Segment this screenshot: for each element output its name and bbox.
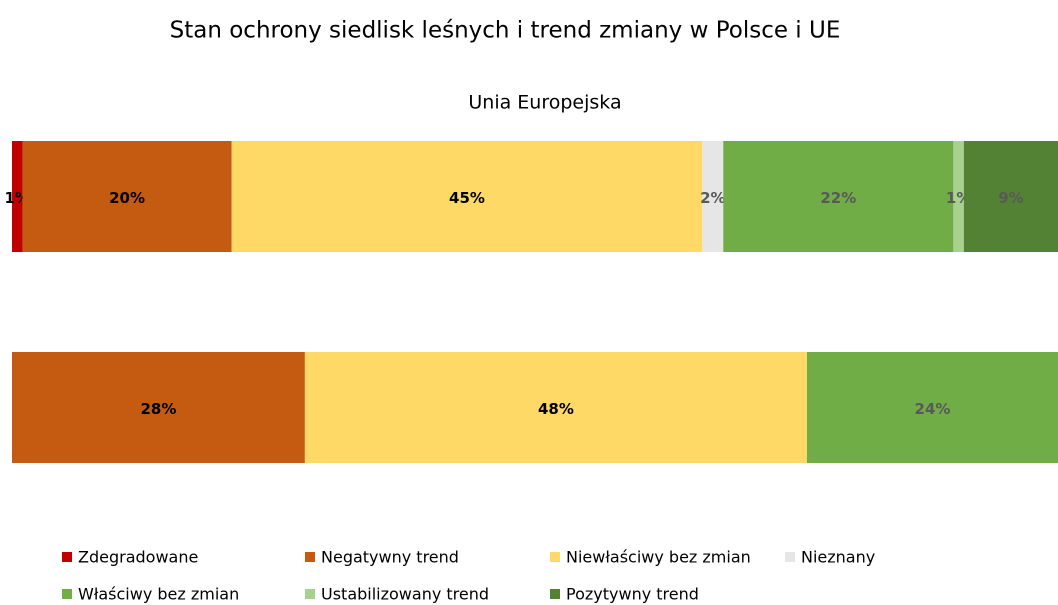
legend-label: Nieznany (801, 548, 875, 567)
bar-segment (22, 141, 232, 252)
legend-label: Ustabilizowany trend (321, 585, 489, 604)
legend-swatch (305, 589, 315, 599)
legend-swatch (305, 552, 315, 562)
legend-label: Zdegradowane (78, 548, 198, 567)
value-label: 9% (998, 189, 1023, 207)
legend-label: Niewłaściwy bez zmian (566, 548, 751, 567)
bar-segment (231, 141, 703, 252)
legend-swatch (62, 589, 72, 599)
bar-segment (963, 141, 1058, 252)
legend-swatch (785, 552, 795, 562)
chart-title: Stan ochrony siedlisk leśnych i trend zm… (170, 18, 841, 44)
bar-segment (304, 352, 807, 463)
value-label: 2% (700, 189, 725, 207)
value-label: 45% (449, 189, 485, 207)
value-label: 22% (820, 189, 856, 207)
value-label: 24% (915, 400, 951, 418)
legend-swatch (550, 589, 560, 599)
value-label: 28% (140, 400, 176, 418)
legend-swatch (550, 552, 560, 562)
bar-segment (12, 141, 23, 252)
legend-label: Właściwy bez zmian (78, 585, 239, 604)
bar-segment (702, 141, 724, 252)
legend-label: Pozytywny trend (566, 585, 699, 604)
category-label: Unia Europejska (468, 92, 621, 114)
bar-segment (953, 141, 964, 252)
legend-swatch (62, 552, 72, 562)
bar-segment (12, 352, 305, 463)
value-label: 20% (109, 189, 145, 207)
bar-segment (806, 352, 1058, 463)
value-label: 48% (538, 400, 574, 418)
bar-segment (723, 141, 954, 252)
legend-label: Negatywny trend (321, 548, 459, 567)
